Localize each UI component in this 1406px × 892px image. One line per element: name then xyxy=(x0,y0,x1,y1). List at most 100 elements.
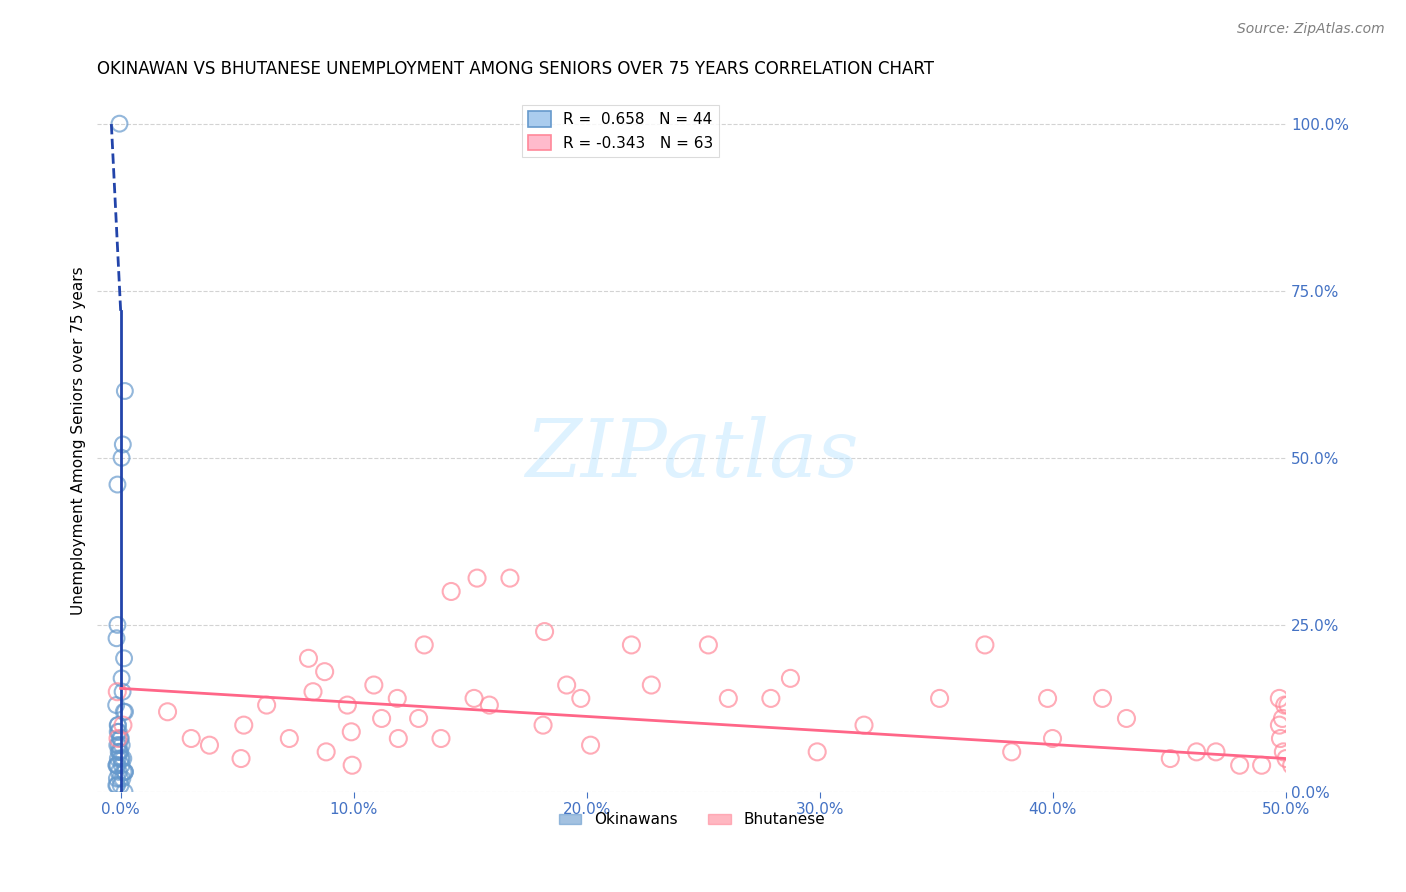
Point xyxy=(107,477,129,491)
Point xyxy=(717,691,740,706)
Point xyxy=(110,778,132,792)
Point xyxy=(112,764,135,779)
Point xyxy=(370,711,392,725)
Point xyxy=(974,638,997,652)
Point xyxy=(105,778,128,792)
Point xyxy=(110,671,132,685)
Point xyxy=(105,632,128,646)
Point xyxy=(463,691,485,706)
Point xyxy=(363,678,385,692)
Point xyxy=(779,671,801,685)
Point xyxy=(297,651,319,665)
Point xyxy=(1229,758,1251,772)
Y-axis label: Unemployment Among Seniors over 75 years: Unemployment Among Seniors over 75 years xyxy=(72,267,86,615)
Point xyxy=(107,745,129,759)
Point xyxy=(108,745,131,759)
Point xyxy=(105,772,128,786)
Point xyxy=(107,751,129,765)
Point xyxy=(408,711,430,725)
Point xyxy=(1159,751,1181,765)
Point xyxy=(569,691,592,706)
Point xyxy=(1271,711,1294,725)
Point xyxy=(1042,731,1064,746)
Point xyxy=(111,758,134,772)
Point xyxy=(1274,698,1296,712)
Point xyxy=(114,764,136,779)
Point xyxy=(440,584,463,599)
Point xyxy=(1001,745,1024,759)
Point xyxy=(110,745,132,759)
Point xyxy=(105,684,128,698)
Point xyxy=(340,724,363,739)
Point xyxy=(108,772,131,786)
Point xyxy=(107,618,129,632)
Point xyxy=(640,678,662,692)
Point xyxy=(110,450,132,465)
Point xyxy=(180,731,202,746)
Point xyxy=(111,772,134,786)
Point xyxy=(107,731,129,746)
Point xyxy=(1250,758,1272,772)
Point xyxy=(853,718,876,732)
Point xyxy=(107,738,129,752)
Point xyxy=(387,691,409,706)
Point xyxy=(107,724,129,739)
Text: Source: ZipAtlas.com: Source: ZipAtlas.com xyxy=(1237,22,1385,37)
Point xyxy=(1268,691,1291,706)
Point xyxy=(806,745,828,759)
Point xyxy=(114,764,136,779)
Point xyxy=(759,691,782,706)
Text: OKINAWAN VS BHUTANESE UNEMPLOYMENT AMONG SENIORS OVER 75 YEARS CORRELATION CHART: OKINAWAN VS BHUTANESE UNEMPLOYMENT AMONG… xyxy=(97,60,935,78)
Point xyxy=(1091,691,1114,706)
Point xyxy=(112,651,135,665)
Point xyxy=(112,705,135,719)
Point xyxy=(256,698,278,712)
Point xyxy=(108,764,131,779)
Point xyxy=(108,724,131,739)
Point xyxy=(229,751,252,765)
Legend: Okinawans, Bhutanese: Okinawans, Bhutanese xyxy=(553,806,831,833)
Point xyxy=(105,738,128,752)
Point xyxy=(928,691,950,706)
Point xyxy=(110,731,132,746)
Point xyxy=(1185,745,1208,759)
Point xyxy=(1277,698,1299,712)
Point xyxy=(156,705,179,719)
Point xyxy=(1268,718,1291,732)
Point xyxy=(105,698,128,712)
Point xyxy=(108,117,131,131)
Point xyxy=(315,745,337,759)
Point xyxy=(465,571,488,585)
Point xyxy=(110,751,132,765)
Point xyxy=(533,624,555,639)
Point xyxy=(1281,758,1303,772)
Point xyxy=(336,698,359,712)
Point xyxy=(531,718,554,732)
Text: ZIPatlas: ZIPatlas xyxy=(524,417,859,494)
Point xyxy=(107,758,129,772)
Point xyxy=(105,758,128,772)
Point xyxy=(114,384,136,398)
Point xyxy=(111,738,134,752)
Point xyxy=(620,638,643,652)
Point xyxy=(499,571,522,585)
Point xyxy=(198,738,221,752)
Point xyxy=(478,698,501,712)
Point xyxy=(232,718,254,732)
Point xyxy=(387,731,409,746)
Point xyxy=(1115,711,1137,725)
Point xyxy=(114,705,136,719)
Point xyxy=(1272,745,1295,759)
Point xyxy=(107,718,129,732)
Point xyxy=(114,785,136,799)
Point xyxy=(413,638,436,652)
Point xyxy=(430,731,453,746)
Point xyxy=(1270,731,1292,746)
Point xyxy=(697,638,720,652)
Point xyxy=(302,684,325,698)
Point xyxy=(1036,691,1059,706)
Point xyxy=(278,731,301,746)
Point xyxy=(110,751,132,765)
Point xyxy=(579,738,602,752)
Point xyxy=(105,778,128,792)
